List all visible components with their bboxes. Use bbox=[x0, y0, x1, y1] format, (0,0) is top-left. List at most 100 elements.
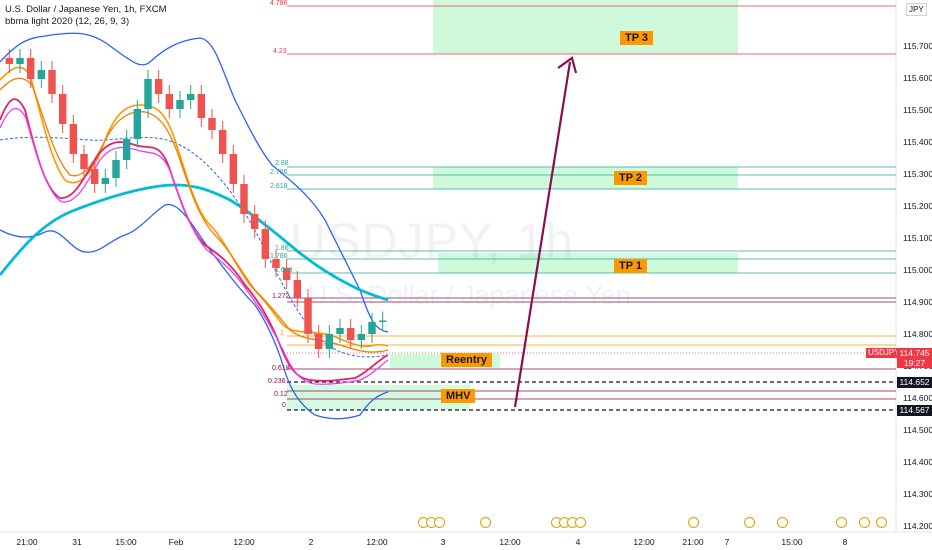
time-tick: 12:00 bbox=[499, 537, 521, 547]
ma-pink-2 bbox=[0, 107, 389, 385]
candle-body bbox=[16, 58, 24, 64]
time-tick: 12:00 bbox=[633, 537, 655, 547]
price-tick: 115.000 bbox=[903, 265, 932, 275]
candle-body bbox=[229, 154, 238, 184]
candle-body bbox=[357, 334, 366, 340]
event-flag-icon[interactable] bbox=[575, 517, 586, 528]
candle-body bbox=[197, 94, 206, 118]
time-tick: 4 bbox=[575, 537, 581, 547]
candle-body bbox=[186, 94, 195, 100]
arrow-head bbox=[557, 56, 578, 74]
event-dot-icon[interactable] bbox=[876, 517, 887, 528]
reentry-label: Reentry bbox=[441, 353, 492, 367]
event-flag-icon[interactable] bbox=[434, 517, 445, 528]
time-tick: 3 bbox=[440, 537, 446, 547]
event-dot-icon[interactable] bbox=[480, 517, 491, 528]
candle-body bbox=[218, 130, 227, 154]
price-tick: 114.400 bbox=[903, 457, 932, 467]
event-dot-icon[interactable] bbox=[744, 517, 755, 528]
fib-label-2x: 2.88 bbox=[275, 160, 289, 167]
bb-upper-band bbox=[0, 32, 389, 333]
candle-body bbox=[122, 139, 131, 160]
price-tick: 114.900 bbox=[903, 297, 932, 307]
legend-title: U.S. Dollar / Japanese Yen, 1h, FXCM bbox=[5, 4, 167, 15]
time-tick: 12:00 bbox=[233, 537, 255, 547]
name-watermark: U.S. Dollar / Japanese Yen bbox=[308, 280, 631, 310]
candle-body bbox=[144, 79, 152, 109]
candle-body bbox=[261, 229, 270, 259]
event-flag-icon[interactable] bbox=[836, 517, 847, 528]
bb-lower-band bbox=[0, 203, 389, 420]
candle-body bbox=[176, 100, 184, 109]
candle-body bbox=[101, 178, 110, 184]
time-tick: 7 bbox=[724, 537, 730, 547]
fib-levels bbox=[287, 5, 896, 411]
currency-badge[interactable]: JPY bbox=[906, 3, 927, 16]
level-price-box: 114.652 bbox=[897, 377, 932, 388]
time-tick: 12:00 bbox=[366, 537, 388, 547]
candle-body bbox=[304, 298, 312, 334]
tp3-label: TP 3 bbox=[620, 31, 654, 45]
price-tick: 115.600 bbox=[903, 73, 932, 83]
time-tick: 31 bbox=[72, 537, 82, 547]
candle-body bbox=[346, 328, 355, 340]
price-tick: 115.400 bbox=[903, 137, 932, 147]
price-tick: 114.800 bbox=[903, 329, 932, 339]
fib-label-186: 1.86 bbox=[275, 245, 289, 252]
time-tick: 2 bbox=[308, 537, 314, 547]
candle-body bbox=[69, 124, 78, 154]
ma-orange-2 bbox=[0, 77, 389, 353]
candle-body bbox=[325, 334, 334, 349]
mhv-zone bbox=[287, 385, 470, 410]
symbol-watermark: USDJPY, 1h bbox=[290, 213, 575, 269]
fib-label-0: 0 bbox=[282, 402, 286, 409]
projection-arrow bbox=[513, 61, 572, 408]
current-price: 114.745 bbox=[899, 348, 930, 358]
fib-label-0618: 0.618 bbox=[272, 365, 290, 372]
price-tick: 115.700 bbox=[903, 41, 932, 51]
tp2-label: TP 2 bbox=[614, 171, 648, 185]
price-tick: 114.200 bbox=[903, 521, 932, 531]
candle-body bbox=[48, 70, 56, 94]
price-tick: 114.500 bbox=[903, 425, 932, 435]
time-tick: 21:00 bbox=[682, 537, 704, 547]
candle-body bbox=[26, 58, 35, 79]
time-tick: 15:00 bbox=[115, 537, 137, 547]
candle-body bbox=[314, 334, 323, 349]
fib-label-012: 0.12 bbox=[274, 391, 288, 398]
time-tick: 8 bbox=[842, 537, 848, 547]
chart-legend: U.S. Dollar / Japanese Yen, 1h, FXCM bbm… bbox=[5, 4, 167, 28]
ma-cyan bbox=[0, 183, 389, 302]
fib-label-1272: 1.272 bbox=[272, 293, 290, 300]
fib-label-4786: 4.786 bbox=[270, 0, 288, 7]
tp1-label: TP 1 bbox=[614, 259, 648, 273]
fib-label-1618: 1.618 bbox=[275, 267, 293, 274]
candle-body bbox=[272, 259, 280, 268]
candle-body bbox=[5, 58, 14, 64]
candle-body bbox=[165, 94, 174, 109]
fib-label-1: 1 bbox=[280, 330, 284, 337]
event-flag-icon[interactable] bbox=[688, 517, 699, 528]
time-tick: Feb bbox=[168, 537, 184, 547]
fib-label-1786: 1.786 bbox=[270, 253, 288, 260]
fib-label-0236: 0.236 bbox=[268, 378, 286, 385]
level-price-box: 114.567 bbox=[897, 405, 932, 416]
candle-body bbox=[282, 268, 291, 280]
candle-body bbox=[378, 320, 387, 322]
candle-body bbox=[133, 109, 142, 139]
candle-body bbox=[208, 118, 216, 130]
candle-countdown: 19:27 bbox=[903, 358, 926, 368]
event-flag-icon[interactable] bbox=[859, 517, 870, 528]
price-tick: 115.200 bbox=[903, 201, 932, 211]
candle-body bbox=[58, 94, 67, 124]
price-tick: 115.100 bbox=[903, 233, 932, 243]
event-dot-icon[interactable] bbox=[777, 517, 788, 528]
tp3-zone bbox=[433, 0, 738, 54]
candle-body bbox=[90, 169, 99, 184]
candle-body bbox=[112, 160, 120, 178]
candle-body bbox=[154, 79, 163, 94]
mhv-label: MHV bbox=[441, 389, 476, 403]
candle-body bbox=[293, 280, 302, 298]
price-tick: 115.500 bbox=[903, 105, 932, 115]
